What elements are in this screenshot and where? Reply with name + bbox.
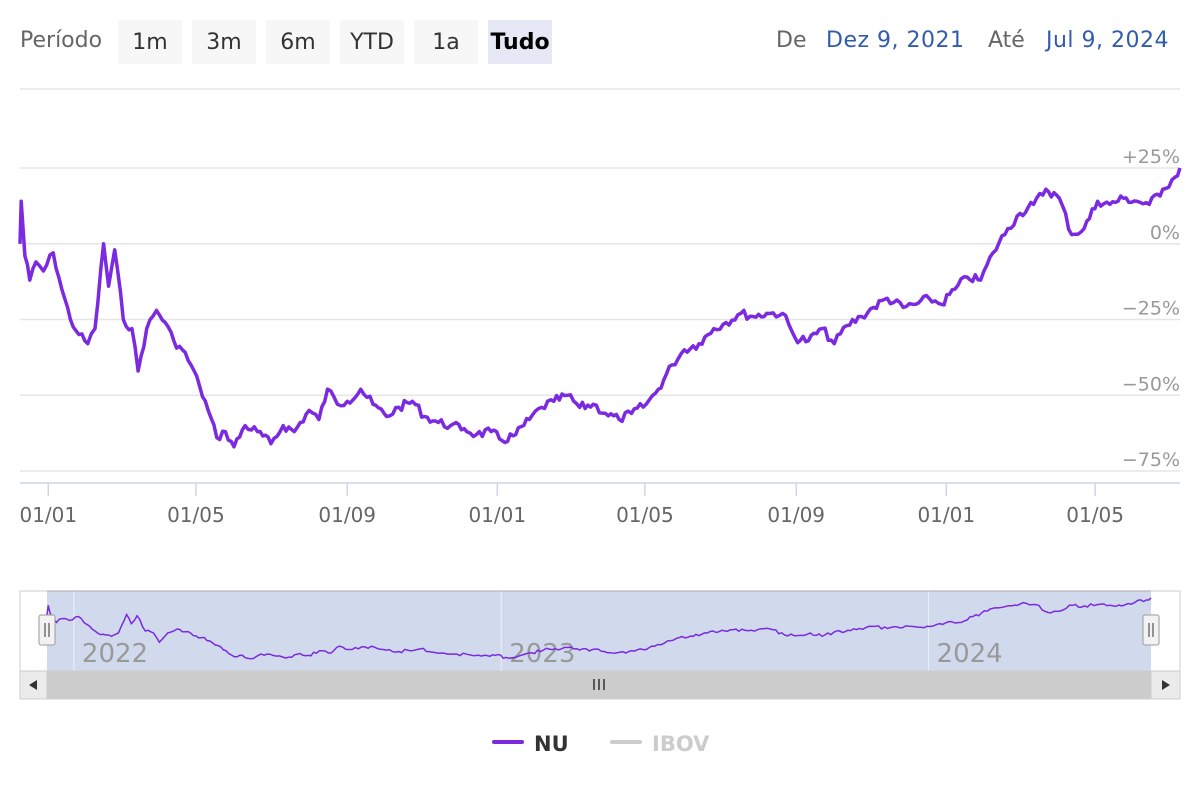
- navigator: 2022 2023 2024: [19, 590, 1181, 672]
- legend-swatch-nu: [492, 740, 524, 744]
- navigator-selected-range[interactable]: [47, 591, 1151, 671]
- range-button-6m[interactable]: 6m: [266, 20, 330, 64]
- range-button-tudo[interactable]: Tudo: [488, 20, 552, 64]
- series-area: [18, 167, 1182, 449]
- y-axis: +25% 0% −25% −50% −75%: [1122, 146, 1180, 471]
- scroll-right-arrow-icon: [1162, 680, 1170, 690]
- series-line-nu: [18, 167, 1182, 449]
- navigator-handle-right-body[interactable]: [1142, 614, 1160, 646]
- range-button-1a[interactable]: 1a: [414, 20, 478, 64]
- navigator-gridlines: [73, 591, 930, 671]
- navigator-handle-right[interactable]: [1142, 614, 1160, 646]
- x-tick-label: 01/01: [917, 503, 975, 527]
- x-tick-label: 01/01: [19, 503, 77, 527]
- y-tick-label: 0%: [1150, 222, 1180, 244]
- navigator-series-line: [46, 597, 1152, 660]
- y-tick-label: −25%: [1122, 298, 1180, 320]
- range-selector: Período 1m 3m 6m YTD 1a Tudo De Dez 9, 2…: [0, 0, 1200, 88]
- x-tick-label: 01/05: [1066, 503, 1124, 527]
- x-tick-label: 01/05: [167, 503, 225, 527]
- x-tick-label: 01/09: [767, 503, 825, 527]
- y-tick-label: +25%: [1122, 146, 1180, 168]
- navigator-year-label: 2024: [937, 639, 1003, 669]
- y-tick-label: −50%: [1122, 373, 1180, 395]
- legend-item-nu[interactable]: NU: [534, 732, 569, 756]
- to-date-input[interactable]: Jul 9, 2024: [1046, 28, 1170, 53]
- x-tick-label: 01/05: [616, 503, 674, 527]
- scroll-left-arrow-icon: [29, 680, 37, 690]
- period-label: Período: [20, 28, 103, 53]
- navigator-series: [46, 597, 1152, 660]
- from-label: De: [776, 28, 807, 53]
- stock-chart: +25%0%−25%−50%−75% 01/01 01/05 01/09 01/01 0…: [18, 88, 1182, 700]
- to-label: Até: [988, 28, 1025, 53]
- navigator-handle-left-body[interactable]: [38, 614, 56, 646]
- y-tick-label: −75%: [1122, 449, 1180, 471]
- navigator-year-label: 2022: [82, 639, 148, 669]
- x-tick-label: 01/01: [468, 503, 526, 527]
- navigator-year-labels: 2022 2023 2024: [82, 639, 1003, 669]
- x-tick-label: 01/09: [318, 503, 376, 527]
- range-button-1m[interactable]: 1m: [118, 20, 182, 64]
- navigator-handle-left[interactable]: [38, 614, 56, 646]
- legend: NU IBOV: [0, 728, 1200, 764]
- legend-swatch-ibov: [610, 740, 642, 744]
- range-button-3m[interactable]: 3m: [192, 20, 256, 64]
- from-date-input[interactable]: Dez 9, 2021: [826, 28, 965, 53]
- legend-item-ibov[interactable]: IBOV: [652, 732, 710, 756]
- gridlines: [20, 167, 1180, 472]
- x-axis: 01/01 01/05 01/09 01/01 01/05 01/09 01/01 01/05: [19, 483, 1124, 527]
- range-button-ytd[interactable]: YTD: [340, 20, 404, 64]
- scrollbar[interactable]: [19, 670, 1181, 700]
- navigator-year-label: 2023: [509, 639, 575, 669]
